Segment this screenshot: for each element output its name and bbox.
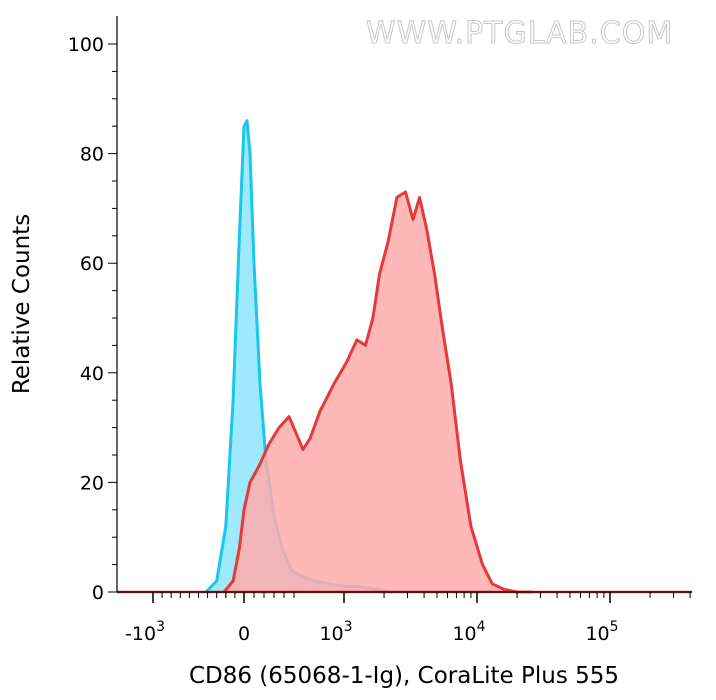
x-tick-label: 104 — [452, 619, 485, 645]
y-tick-label: 0 — [92, 582, 104, 604]
series-area-2 — [224, 192, 533, 592]
x-axis-label: CD86 (65068-1-Ig), CoraLite Plus 555 — [189, 663, 619, 689]
x-tick-label: 105 — [585, 619, 618, 645]
y-tick-label: 100 — [68, 34, 104, 56]
y-tick-label: 80 — [80, 144, 104, 166]
x-axis-ticks: -103 0 103 104 105 — [125, 592, 691, 645]
y-axis-ticks: 0 20 40 60 80 100 — [68, 34, 117, 604]
x-tick-label: 103 — [319, 619, 352, 645]
y-tick-label: 60 — [80, 253, 104, 275]
y-axis-label: Relative Counts — [9, 214, 35, 394]
x-tick-label: 0 — [238, 623, 250, 645]
watermark-text: WWW.PTGLAB.COM — [366, 16, 673, 51]
plot-area — [117, 119, 692, 594]
y-tick-label: 40 — [80, 363, 104, 385]
series-line-2 — [222, 190, 533, 594]
x-tick-label: -103 — [125, 619, 165, 645]
y-tick-label: 20 — [80, 472, 104, 494]
